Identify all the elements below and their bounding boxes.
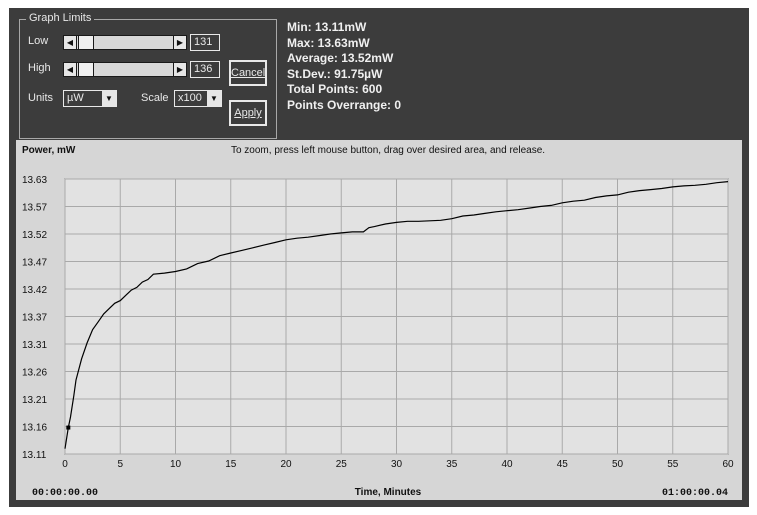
- x-tick-label: 55: [667, 459, 679, 470]
- y-tick-label: 13.47: [22, 258, 47, 269]
- statistics-panel: Min: 13.11mW Max: 13.63mW Average: 13.52…: [287, 20, 401, 113]
- low-value-field[interactable]: 131: [190, 34, 220, 51]
- data-point-marker: [66, 425, 71, 430]
- zoom-instruction: To zoom, press left mouse button, drag o…: [231, 145, 545, 156]
- apply-button[interactable]: Apply: [229, 100, 267, 126]
- x-tick-label: 10: [170, 459, 182, 470]
- y-tick-label: 13.16: [22, 423, 47, 434]
- graph-limits-group: Graph Limits Low ◀ ▶ 131 High ◀ ▶ 136 Ca…: [19, 12, 277, 139]
- scale-label: Scale: [141, 92, 169, 104]
- series-line-0: [64, 181, 729, 449]
- low-scrollbar[interactable]: ◀ ▶: [63, 35, 187, 50]
- scale-select-value: x100: [178, 92, 202, 104]
- stat-min: Min: 13.11mW: [287, 20, 367, 34]
- scroll-right-icon[interactable]: ▶: [173, 36, 186, 49]
- scroll-left-icon[interactable]: ◀: [64, 63, 77, 76]
- high-scrollbar[interactable]: ◀ ▶: [63, 62, 187, 77]
- y-tick-label: 13.11: [22, 450, 47, 461]
- chart-panel[interactable]: 0 5 10 15 20 25 30 35 40 45 50 55 60 13.63 13.57 13.52 1…: [16, 140, 742, 500]
- x-tick-label: 60: [722, 459, 734, 470]
- start-time-label: 00:00:00.00: [32, 488, 98, 499]
- x-tick-label: 5: [117, 459, 123, 470]
- scale-select[interactable]: x100 ▼: [174, 90, 222, 107]
- end-time-label: 01:00:00.04: [662, 488, 728, 499]
- x-tick-label: 0: [62, 459, 68, 470]
- x-tick-label: 50: [612, 459, 624, 470]
- x-tick-label: 45: [557, 459, 569, 470]
- stat-average: Average: 13.52mW: [287, 51, 394, 65]
- app-window: Graph Limits Low ◀ ▶ 131 High ◀ ▶ 136 Ca…: [9, 8, 749, 507]
- stat-total-points: Total Points: 600: [287, 82, 383, 96]
- x-tick-label: 40: [501, 459, 513, 470]
- units-select-value: µW: [67, 92, 84, 104]
- cancel-button[interactable]: Cancel: [229, 60, 267, 86]
- y-tick-label: 13.52: [22, 230, 47, 241]
- units-label: Units: [28, 92, 54, 104]
- chevron-down-icon[interactable]: ▼: [207, 91, 221, 106]
- high-value-field[interactable]: 136: [190, 61, 220, 78]
- y-axis-label: Power, mW: [22, 145, 76, 156]
- high-label: High: [28, 62, 51, 74]
- x-tick-label: 30: [391, 459, 403, 470]
- graph-limits-title: Graph Limits: [26, 12, 95, 24]
- x-tick-label: 20: [280, 459, 292, 470]
- x-tick-label: 25: [336, 459, 348, 470]
- low-label: Low: [28, 35, 49, 47]
- y-tick-label: 13.21: [22, 395, 47, 406]
- y-tick-label: 13.57: [22, 203, 47, 214]
- stat-stdev: St.Dev.: 91.75µW: [287, 66, 383, 81]
- units-select[interactable]: µW ▼: [63, 90, 117, 107]
- y-tick-label: 13.37: [22, 313, 47, 324]
- stat-max: Max: 13.63mW: [287, 35, 370, 50]
- high-scrollbar-thumb[interactable]: [78, 63, 94, 76]
- scroll-left-icon[interactable]: ◀: [64, 36, 77, 49]
- y-tick-label: 13.63: [22, 175, 47, 186]
- y-tick-label: 13.26: [22, 368, 47, 379]
- chevron-down-icon[interactable]: ▼: [102, 91, 116, 106]
- y-tick-label: 13.42: [22, 285, 47, 296]
- low-scrollbar-thumb[interactable]: [78, 36, 94, 49]
- scroll-right-icon[interactable]: ▶: [173, 63, 186, 76]
- stat-points-overrange: Points Overrange: 0: [287, 97, 402, 112]
- y-tick-label: 13.31: [22, 340, 47, 351]
- power-chart[interactable]: 0 5 10 15 20 25 30 35 40 45 50 55 60 13.63 13.57 13.52 1…: [16, 140, 742, 500]
- x-tick-label: 15: [225, 459, 237, 470]
- x-tick-label: 35: [446, 459, 458, 470]
- x-axis-label: Time, Minutes: [355, 487, 422, 498]
